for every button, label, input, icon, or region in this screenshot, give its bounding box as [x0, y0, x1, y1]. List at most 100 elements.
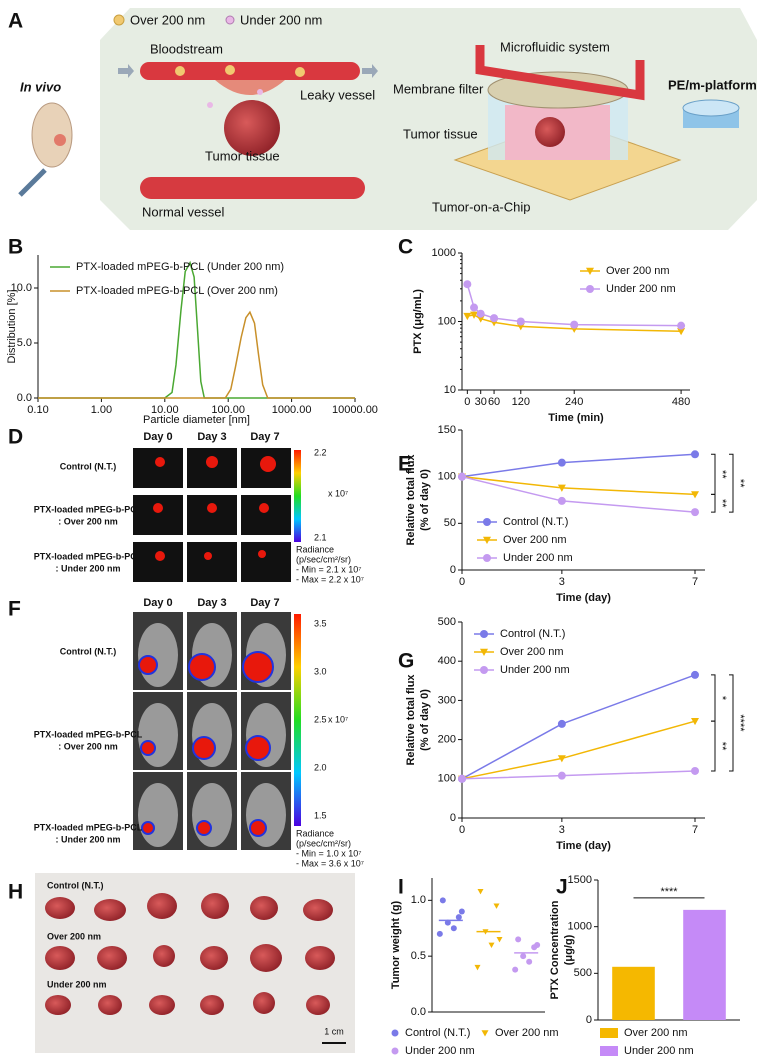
column-label: Day 7 — [250, 597, 279, 609]
colorbar-label: 2.0 — [314, 762, 327, 772]
tumor — [250, 896, 278, 920]
mouse — [138, 703, 178, 767]
marker — [691, 450, 700, 459]
ivis-image — [133, 542, 183, 582]
marker — [493, 903, 500, 909]
series-line — [461, 453, 696, 478]
marker — [474, 964, 481, 971]
row-label: Control (N.T.) — [60, 461, 117, 471]
ivis-image — [241, 495, 291, 535]
marker — [476, 315, 485, 323]
annotation: Normal vessel — [142, 204, 224, 219]
row-label: : Over 200 nm — [58, 741, 118, 751]
tumor — [305, 946, 335, 970]
marker — [463, 280, 472, 289]
ivis-image-grid — [133, 448, 291, 582]
y-axis-label: (μg/g) — [563, 934, 575, 965]
tumor-illustration — [224, 100, 280, 156]
significance-label: ** — [716, 499, 728, 508]
annotation: Microfluidic system — [500, 39, 610, 54]
radiance-note: (p/sec/cm²/sr) — [296, 554, 351, 564]
marker — [483, 518, 491, 526]
x-tick-label: 480 — [672, 396, 690, 408]
row-label: PTX-loaded mPEG-b-PCL — [34, 504, 143, 514]
x-tick-label: 7 — [692, 576, 698, 588]
ivis-image — [133, 448, 183, 488]
y-tick-label: 10 — [444, 384, 456, 396]
panel-label: G — [398, 650, 414, 673]
particle — [225, 65, 235, 75]
significance-label: ** — [716, 470, 728, 479]
tumor-photo — [35, 873, 355, 1053]
legend-label: Control (N.T.) — [503, 516, 568, 528]
significance-bracket — [711, 453, 716, 495]
y-tick-label: 0.0 — [17, 392, 32, 404]
signal — [242, 651, 274, 683]
signal — [259, 503, 269, 513]
marker — [480, 630, 488, 638]
signal — [207, 503, 217, 513]
row-label: : Under 200 nm — [55, 563, 120, 573]
row-label: : Under 200 nm — [55, 834, 120, 844]
legend-label: Control (N.T.) — [405, 1027, 470, 1039]
x-axis-label: Time (day) — [556, 840, 611, 852]
legend-label: PTX-loaded mPEG-b-PCL (Over 200 nm) — [76, 285, 278, 297]
x-axis-label: Particle diameter [nm] — [143, 414, 250, 426]
legend-swatch — [600, 1028, 618, 1038]
panel-label: E — [398, 453, 412, 476]
tumor — [306, 995, 330, 1015]
mouse — [138, 783, 178, 847]
signal — [155, 551, 165, 561]
legend-marker — [225, 15, 235, 25]
x-axis-label: Time (day) — [556, 592, 611, 604]
column-label: Day 7 — [250, 431, 279, 443]
y-tick-label: 150 — [438, 424, 456, 436]
marker — [586, 285, 594, 293]
marker — [436, 930, 443, 937]
annotation: Leaky vessel — [300, 87, 375, 102]
in-vivo-label: In vivo — [20, 79, 61, 94]
signal — [204, 552, 212, 560]
significance-label: * — [716, 696, 728, 701]
marker — [557, 484, 566, 492]
significance-label: **** — [734, 714, 746, 732]
tumor — [45, 946, 75, 970]
x-tick-label: 1.00 — [91, 404, 112, 416]
marker — [391, 1047, 399, 1055]
marker — [691, 670, 700, 679]
marker — [470, 303, 479, 312]
particle — [175, 66, 185, 76]
marker — [477, 889, 484, 895]
x-tick-label: 0.10 — [27, 404, 48, 416]
significance-label: ** — [716, 742, 728, 751]
x-tick-label: 3 — [559, 824, 565, 836]
marker — [557, 458, 566, 467]
series-line — [461, 475, 696, 513]
row-label: PTX-loaded mPEG-b-PCL — [34, 822, 143, 832]
row-label: Under 200 nm — [47, 979, 107, 989]
tumor — [253, 992, 275, 1014]
x-tick-label: 0 — [459, 576, 465, 588]
signal — [188, 653, 216, 681]
legend-swatch — [600, 1046, 618, 1056]
significance-bracket — [711, 674, 716, 722]
marker — [691, 491, 700, 499]
panel-label: D — [8, 426, 23, 449]
row-label: Over 200 nm — [47, 931, 101, 941]
signal — [258, 550, 266, 558]
annotation: Bloodstream — [150, 41, 223, 56]
panel-label: I — [398, 876, 404, 899]
colorbar-label: 3.0 — [314, 666, 327, 676]
marker — [557, 771, 566, 780]
tumor — [94, 899, 126, 921]
radiance-note: - Max = 3.6 x 10⁷ — [296, 858, 364, 868]
panel-label: B — [8, 236, 23, 259]
colorbar — [294, 614, 301, 826]
y-axis-label: PTX (μg/mL) — [412, 289, 424, 354]
legend-label: Over 200 nm — [624, 1027, 688, 1039]
marker — [691, 766, 700, 775]
y-tick-label: 0 — [450, 564, 456, 576]
tumor — [200, 995, 224, 1015]
microfluidic-channel — [475, 45, 645, 101]
